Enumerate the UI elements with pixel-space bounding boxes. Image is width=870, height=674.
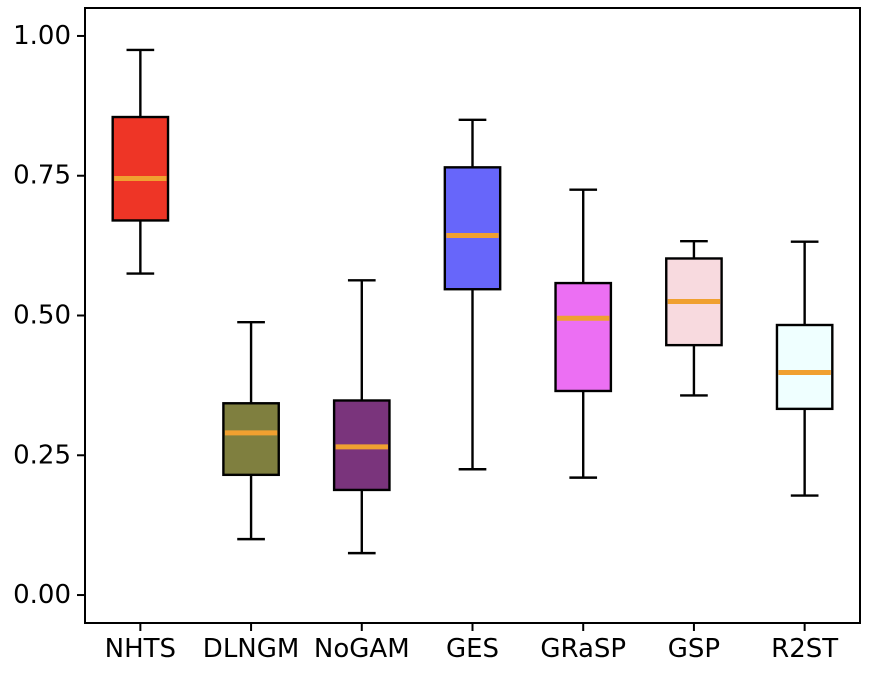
- box-iqr: [222, 402, 280, 477]
- box-group-r2st: [775, 240, 834, 497]
- box-group-nhts: [111, 48, 170, 275]
- boxes-layer: [111, 48, 834, 555]
- x-axis: NHTS DLNGM NoGAM GES GRaSP GSP R2ST: [105, 623, 838, 664]
- x-tick-label: NoGAM: [314, 634, 410, 664]
- box-iqr: [443, 166, 502, 291]
- x-tick-label: GSP: [668, 634, 720, 664]
- box-iqr: [554, 281, 613, 393]
- x-tick-label: DLNGM: [203, 634, 300, 664]
- x-tick-label: R2ST: [771, 634, 838, 664]
- box-group-ges: [443, 118, 502, 471]
- box-iqr: [775, 323, 834, 411]
- x-tick-label: NHTS: [105, 634, 176, 664]
- x-tick-label: GRaSP: [540, 634, 626, 664]
- box-group-gsp: [665, 239, 723, 397]
- x-tick-label: GES: [446, 634, 499, 664]
- y-tick-label: 0.00: [13, 580, 71, 610]
- box-group-nogam: [332, 279, 391, 555]
- y-tick-label: 0.75: [13, 161, 71, 191]
- box-iqr: [111, 115, 170, 222]
- y-tick-label: 1.00: [13, 21, 71, 51]
- y-axis: 0.00 0.25 0.50 0.75 1.00: [13, 21, 85, 610]
- box-group-grasp: [554, 188, 613, 479]
- y-tick-label: 0.25: [13, 440, 71, 470]
- plot-frame: [84, 7, 861, 624]
- box-group-dlngm: [222, 321, 280, 541]
- y-tick-label: 0.50: [13, 301, 71, 331]
